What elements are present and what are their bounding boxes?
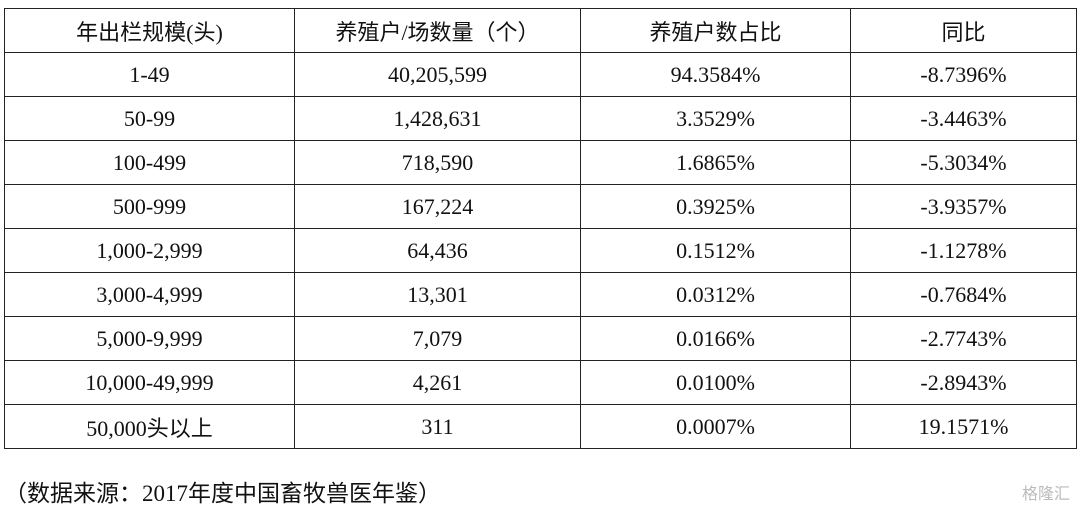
table-cell: -2.8943% <box>850 360 1077 405</box>
table-cell: 0.1512% <box>580 228 851 273</box>
header-cell: 同比 <box>850 8 1077 53</box>
table-cell: 5,000-9,999 <box>4 316 295 361</box>
table-body: 1-49 40,205,599 94.3584% -8.7396% 50-99 1,428… <box>4 52 1077 449</box>
source-caption: （数据来源：2017年度中国畜牧兽医年鉴） <box>4 481 441 506</box>
table-row: 3,000-4,999 13,301 0.0312% -0.7684% <box>4 272 1077 317</box>
table-cell: 1,428,631 <box>294 96 581 141</box>
table-cell: 0.0100% <box>580 360 851 405</box>
header-cell: 养殖户/场数量（个） <box>294 8 581 53</box>
table-cell: -3.4463% <box>850 96 1077 141</box>
table-cell: 311 <box>294 404 581 449</box>
table-cell: 0.3925% <box>580 184 851 229</box>
table-row: 10,000-49,999 4,261 0.0100% -2.8943% <box>4 360 1077 405</box>
table-cell: 10,000-49,999 <box>4 360 295 405</box>
table-row: 50-99 1,428,631 3.3529% -3.4463% <box>4 96 1077 141</box>
table-cell: 500-999 <box>4 184 295 229</box>
header-cell: 养殖户数占比 <box>580 8 851 53</box>
table-cell: -1.1278% <box>850 228 1077 273</box>
table-cell: 0.0312% <box>580 272 851 317</box>
table-cell: 40,205,599 <box>294 52 581 97</box>
header-cell: 年出栏规模(头) <box>4 8 295 53</box>
table-row: 100-499 718,590 1.6865% -5.3034% <box>4 140 1077 185</box>
table-cell: 100-499 <box>4 140 295 185</box>
table-cell: 1.6865% <box>580 140 851 185</box>
table-row: 500-999 167,224 0.3925% -3.9357% <box>4 184 1077 229</box>
table-row: 50,000头以上 311 0.0007% 19.1571% <box>4 404 1077 449</box>
table-cell: 0.0166% <box>580 316 851 361</box>
table-cell: 4,261 <box>294 360 581 405</box>
watermark: 格隆汇 <box>1021 484 1070 503</box>
table-row: 5,000-9,999 7,079 0.0166% -2.7743% <box>4 316 1077 361</box>
table-cell: 167,224 <box>294 184 581 229</box>
table-cell: 13,301 <box>294 272 581 317</box>
table-cell: 50-99 <box>4 96 295 141</box>
table-cell: -0.7684% <box>850 272 1077 317</box>
table-cell: -3.9357% <box>850 184 1077 229</box>
data-table: 年出栏规模(头) 养殖户/场数量（个） 养殖户数占比 同比 1-49 40,205,59… <box>4 8 1077 449</box>
table-cell: 0.0007% <box>580 404 851 449</box>
table-cell: -8.7396% <box>850 52 1077 97</box>
table-cell: 64,436 <box>294 228 581 273</box>
table-cell: 3.3529% <box>580 96 851 141</box>
table-cell: -5.3034% <box>850 140 1077 185</box>
table-cell: 718,590 <box>294 140 581 185</box>
table-cell: 1,000-2,999 <box>4 228 295 273</box>
table-cell: 1-49 <box>4 52 295 97</box>
table-cell: 50,000头以上 <box>4 404 295 449</box>
table-cell: 3,000-4,999 <box>4 272 295 317</box>
table-cell: 19.1571% <box>850 404 1077 449</box>
table-cell: -2.7743% <box>850 316 1077 361</box>
table-cell: 7,079 <box>294 316 581 361</box>
table-row: 1,000-2,999 64,436 0.1512% -1.1278% <box>4 228 1077 273</box>
header-row: 年出栏规模(头) 养殖户/场数量（个） 养殖户数占比 同比 <box>4 8 1077 53</box>
table-cell: 94.3584% <box>580 52 851 97</box>
table-row: 1-49 40,205,599 94.3584% -8.7396% <box>4 52 1077 97</box>
